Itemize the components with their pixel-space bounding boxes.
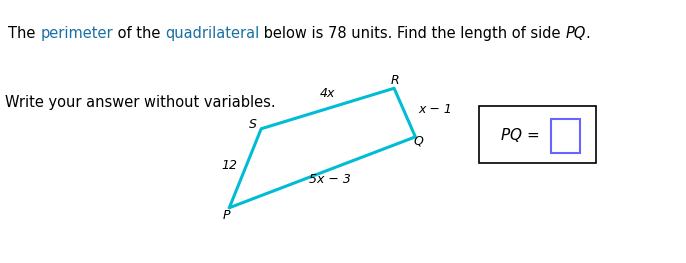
Text: The: The: [8, 26, 40, 41]
Text: PQ: PQ: [565, 26, 586, 41]
Text: R: R: [391, 74, 399, 87]
Text: 4x: 4x: [320, 87, 335, 100]
Text: P: P: [223, 209, 230, 222]
Text: $PQ$ =: $PQ$ =: [501, 126, 540, 144]
Text: below is 78 units. Find the length of side: below is 78 units. Find the length of si…: [259, 26, 565, 41]
Text: 5x − 3: 5x − 3: [309, 173, 351, 186]
FancyBboxPatch shape: [479, 107, 596, 163]
Text: Q: Q: [413, 134, 423, 148]
FancyBboxPatch shape: [551, 119, 580, 153]
Text: Write your answer without variables.: Write your answer without variables.: [5, 95, 275, 110]
Text: of the: of the: [113, 26, 165, 41]
Text: 12: 12: [222, 159, 237, 172]
Text: .: .: [586, 26, 591, 41]
Text: perimeter: perimeter: [40, 26, 113, 41]
Text: quadrilateral: quadrilateral: [165, 26, 259, 41]
Text: x − 1: x − 1: [418, 103, 452, 116]
Text: S: S: [249, 118, 257, 131]
